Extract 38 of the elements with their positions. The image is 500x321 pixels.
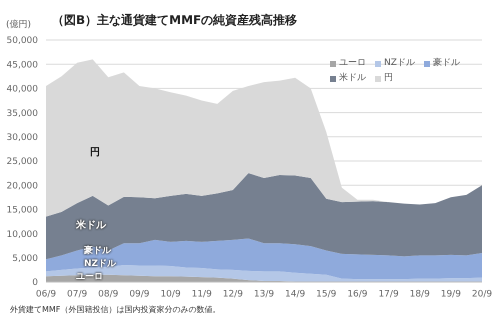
y-tick-label: 20,000: [6, 181, 38, 192]
x-tick-label: 15/9: [316, 289, 337, 300]
x-tick-label: 17/9: [378, 289, 399, 300]
x-tick-label: 19/9: [440, 289, 462, 300]
legend-label: 円: [384, 72, 393, 85]
y-tick-label: 15,000: [6, 206, 38, 216]
y-tick-label: 50,000: [6, 36, 38, 46]
annotation: 円: [90, 146, 100, 159]
x-tick-label: 06/9: [36, 289, 56, 300]
x-tick-label: 09/9: [129, 289, 150, 300]
legend-label: NZドル: [384, 57, 415, 70]
x-tick-label: 12/9: [222, 289, 244, 300]
y-tick-label: 10,000: [6, 230, 38, 240]
x-tick-label: 16/9: [347, 289, 368, 300]
annotation: 米ドル: [76, 218, 106, 232]
chart-title: （図B）主な通貨建てMMFの純資産残高推移: [52, 12, 298, 29]
annotation: NZドル: [84, 258, 116, 270]
x-tick-label: 14/9: [285, 289, 306, 300]
annotation: ユーロ: [76, 271, 103, 283]
y-tick-label: 30,000: [6, 132, 38, 143]
x-tick-label: 07/9: [67, 289, 88, 300]
text: 外貨建てMMF（外国籍投信）は国内投資家分のみの数値。: [10, 304, 220, 315]
x-tick-label: 11/9: [192, 289, 212, 300]
legend-label: 米ドル: [339, 72, 366, 85]
y-tick-label: 45,000: [6, 60, 38, 70]
x-tick-label: 18/9: [410, 289, 430, 300]
y-axis-title: (億円): [6, 18, 32, 31]
legend-label: 豪ドル: [432, 56, 460, 70]
y-tick-label: 25,000: [6, 157, 38, 168]
y-tick-label: 40,000: [6, 84, 38, 95]
x-tick-label: 20/9: [472, 289, 492, 300]
x-tick-label: 13/9: [254, 289, 274, 300]
x-tick-label: 08/9: [98, 289, 119, 300]
y-tick-label: 5,000: [12, 254, 38, 264]
y-tick-label: 0: [32, 278, 38, 288]
legend-label: ユーロ: [339, 57, 366, 70]
y-tick-label: 35,000: [6, 108, 38, 119]
x-tick-label: 10/9: [160, 289, 181, 300]
